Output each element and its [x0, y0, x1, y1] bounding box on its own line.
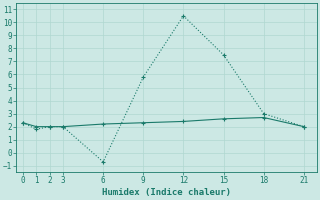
X-axis label: Humidex (Indice chaleur): Humidex (Indice chaleur): [102, 188, 231, 197]
